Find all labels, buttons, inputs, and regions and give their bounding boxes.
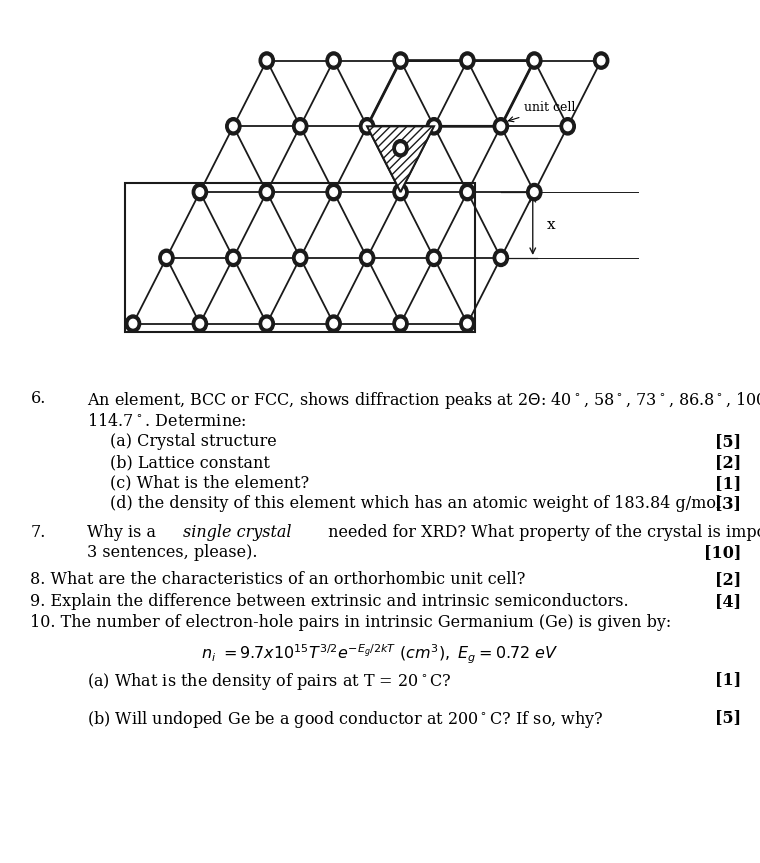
Text: 3 sentences, please).: 3 sentences, please).: [87, 544, 258, 561]
Circle shape: [460, 184, 475, 201]
Text: [3]: [3]: [715, 495, 741, 513]
Circle shape: [397, 144, 404, 153]
Circle shape: [192, 315, 207, 332]
Circle shape: [393, 140, 408, 157]
Circle shape: [196, 188, 204, 197]
Circle shape: [330, 188, 337, 197]
Text: [1]: [1]: [714, 475, 741, 492]
Circle shape: [296, 122, 304, 130]
Text: [2]: [2]: [714, 454, 741, 471]
Text: [5]: [5]: [715, 433, 741, 450]
Circle shape: [363, 122, 371, 130]
Circle shape: [397, 56, 404, 65]
Circle shape: [393, 184, 408, 201]
Circle shape: [326, 315, 341, 332]
Circle shape: [460, 52, 475, 69]
Text: [2]: [2]: [714, 571, 741, 589]
Circle shape: [464, 56, 471, 65]
Text: (b) Lattice constant: (b) Lattice constant: [110, 454, 270, 471]
Circle shape: [326, 184, 341, 201]
Circle shape: [159, 249, 174, 267]
Text: 114.7$^\circ$. Determine:: 114.7$^\circ$. Determine:: [87, 413, 247, 430]
Circle shape: [293, 249, 308, 267]
Text: (b) Will undoped Ge be a good conductor at 200$^\circ$C? If so, why?: (b) Will undoped Ge be a good conductor …: [87, 709, 604, 730]
Circle shape: [230, 254, 237, 262]
Circle shape: [192, 184, 207, 201]
Text: 6.: 6.: [30, 390, 46, 407]
Circle shape: [125, 315, 141, 332]
Circle shape: [426, 117, 442, 135]
Circle shape: [359, 249, 375, 267]
Text: [1]: [1]: [714, 671, 741, 689]
Circle shape: [527, 52, 542, 69]
Circle shape: [293, 117, 308, 135]
Circle shape: [530, 188, 538, 197]
Circle shape: [560, 117, 575, 135]
Circle shape: [597, 56, 605, 65]
Circle shape: [527, 184, 542, 201]
Circle shape: [497, 254, 505, 262]
Circle shape: [163, 254, 170, 262]
Circle shape: [460, 315, 475, 332]
Circle shape: [430, 122, 438, 130]
Text: 10. The number of electron-hole pairs in intrinsic Germanium (Ge) is given by:: 10. The number of electron-hole pairs in…: [30, 614, 672, 632]
Circle shape: [530, 56, 538, 65]
Text: An element, BCC or FCC, shows diffraction peaks at 2$\it{\Theta}$: 40$^\circ$, 5: An element, BCC or FCC, shows diffractio…: [87, 390, 760, 411]
Text: 7.: 7.: [30, 524, 46, 541]
Text: 9. Explain the difference between extrinsic and intrinsic semiconductors.: 9. Explain the difference between extrin…: [30, 593, 629, 610]
Circle shape: [263, 56, 271, 65]
Circle shape: [326, 52, 341, 69]
Text: [4]: [4]: [715, 593, 741, 610]
Circle shape: [330, 319, 337, 328]
Text: (a) Crystal structure: (a) Crystal structure: [110, 433, 277, 450]
Polygon shape: [367, 126, 434, 192]
Circle shape: [493, 117, 508, 135]
Text: Why is a: Why is a: [87, 524, 162, 541]
Circle shape: [259, 52, 274, 69]
Circle shape: [226, 249, 241, 267]
Circle shape: [359, 117, 375, 135]
Circle shape: [594, 52, 609, 69]
Text: (a) What is the density of pairs at T = 20$^\circ$C?: (a) What is the density of pairs at T = …: [87, 671, 452, 692]
Circle shape: [259, 315, 274, 332]
Circle shape: [129, 319, 137, 328]
Circle shape: [564, 122, 572, 130]
Circle shape: [397, 188, 404, 197]
Text: [10]: [10]: [704, 544, 741, 561]
Circle shape: [226, 117, 241, 135]
Circle shape: [464, 319, 471, 328]
Circle shape: [497, 122, 505, 130]
Text: x: x: [546, 218, 555, 232]
Circle shape: [230, 122, 237, 130]
Circle shape: [363, 254, 371, 262]
Circle shape: [426, 249, 442, 267]
Circle shape: [296, 254, 304, 262]
Circle shape: [464, 188, 471, 197]
Circle shape: [393, 52, 408, 69]
Circle shape: [330, 56, 337, 65]
Text: unit cell: unit cell: [508, 101, 576, 122]
Text: single crystal: single crystal: [183, 524, 292, 541]
Circle shape: [196, 319, 204, 328]
Text: (c) What is the element?: (c) What is the element?: [110, 475, 309, 492]
Text: 8. What are the characteristics of an orthorhombic unit cell?: 8. What are the characteristics of an or…: [30, 571, 526, 589]
Text: $n_i\ =9.7x10^{15}T^{3/2}e^{-E_g/2kT}\ (cm^3),\ E_g = 0.72\ eV$: $n_i\ =9.7x10^{15}T^{3/2}e^{-E_g/2kT}\ (…: [201, 643, 559, 666]
Circle shape: [430, 254, 438, 262]
Circle shape: [259, 184, 274, 201]
Text: (d) the density of this element which has an atomic weight of 183.84 g/mol.: (d) the density of this element which ha…: [110, 495, 727, 513]
Text: [5]: [5]: [715, 709, 741, 727]
Circle shape: [393, 315, 408, 332]
Text: needed for XRD? What property of the crystal is important? (Write 2-: needed for XRD? What property of the cry…: [323, 524, 760, 541]
Circle shape: [263, 188, 271, 197]
Circle shape: [493, 249, 508, 267]
Circle shape: [397, 319, 404, 328]
Circle shape: [263, 319, 271, 328]
